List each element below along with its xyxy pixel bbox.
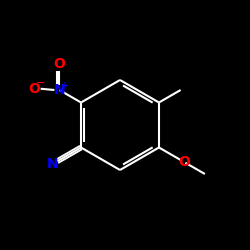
Text: +: + [61,81,69,91]
Text: −: − [36,78,45,88]
Text: O: O [54,57,65,71]
Text: O: O [178,155,190,169]
Text: O: O [28,82,40,96]
Text: N: N [47,157,59,171]
Text: N: N [54,83,65,97]
